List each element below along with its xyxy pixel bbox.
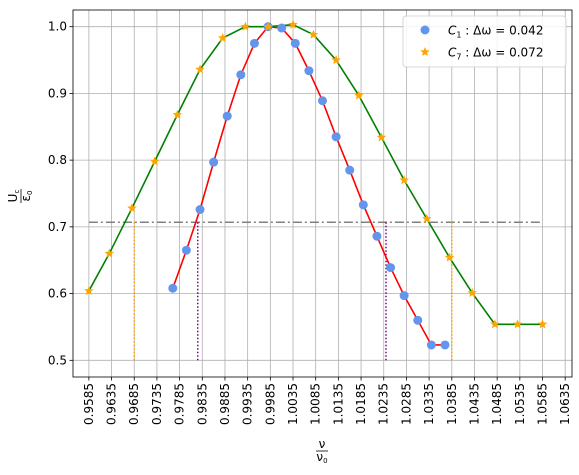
series-2-point [84,285,94,295]
x-tick-label: 1.0085 [309,383,323,425]
y-tick-label: 1.0 [48,20,67,34]
x-tick-label: 1.0235 [377,383,391,425]
series-2-point [537,319,548,329]
x-tick-label: 0.9585 [82,383,96,425]
y-axis-ticks: 0.5 0.6 0.7 0.8 0.9 1.0 [48,20,73,367]
series-1-point [277,23,287,33]
grid [73,10,572,377]
y-tick-label: 0.5 [48,353,67,367]
series-1-point [358,200,368,210]
x-tick-label: 0.9635 [105,383,119,425]
x-axis-label-denominator: ν0 [316,450,327,465]
x-axis-ticks: 0.9585 0.9635 0.9685 0.9735 0.9785 0.9835 0.98… [82,377,572,425]
y-axis-label-denominator: ε0 [19,191,34,202]
series-2-point [127,203,137,213]
x-tick-label: 1.0335 [422,383,436,425]
x-tick-label: 1.0385 [445,383,459,425]
series-1-point [345,165,355,175]
y-tick-label: 0.7 [48,220,67,234]
x-tick-label: 0.9785 [173,383,187,425]
series-2-point [331,55,341,65]
x-tick-label: 0.9735 [150,383,164,425]
series-1-point [440,340,450,350]
x-tick-label: 1.0585 [536,383,550,425]
x-tick-label: 1.0485 [490,383,504,425]
series-1-point [372,231,382,241]
legend-box [402,15,567,68]
series-2-point [104,248,115,258]
series-1-point [181,245,191,255]
x-axis-label-numerator: ν [319,437,326,451]
legend: C1 : Δω = 0.042 C7 : Δω = 0.072 [402,15,567,68]
series-1-point [195,205,205,215]
legend-label-1: C1 : Δω = 0.042 [448,24,543,40]
series-2-point [399,175,409,185]
x-axis-label: ν ν0 [316,437,328,465]
series-1-point [413,315,423,325]
series-1-point [318,96,327,106]
series-2-point [195,64,205,74]
series-2-point [308,29,319,39]
x-tick-label: 1.0135 [331,383,345,425]
x-tick-label: 1.0035 [286,383,300,425]
series-1-point [290,38,300,48]
series-1-point [209,157,219,167]
series-1-point [304,66,314,76]
series-1-point [426,340,436,350]
series-1-point [399,291,409,301]
series-markers [84,19,548,350]
series-2-point [444,252,455,262]
x-tick-label: 1.0185 [354,383,368,425]
series-1-point [249,38,259,48]
series-1-point [222,111,232,121]
series-2-point [240,21,251,31]
x-tick-label: 1.0435 [467,383,481,425]
series-2-point [172,109,183,119]
series-2-point [376,132,387,142]
series-1-point [331,132,341,142]
series-1-point [168,283,178,293]
series-2-point [263,21,273,31]
x-tick-label: 0.9835 [195,383,209,425]
legend-marker-1 [420,25,430,35]
x-tick-label: 1.0535 [513,383,527,425]
x-tick-label: 0.9935 [241,383,255,425]
y-tick-label: 0.9 [48,86,67,100]
y-tick-label: 0.8 [48,153,67,167]
series-2-point [354,90,364,100]
x-tick-label: 0.9885 [218,383,232,425]
x-tick-label: 0.9985 [263,383,277,425]
series-2-point [490,319,500,329]
plot-frame [72,9,573,378]
legend-marker-2 [420,47,430,57]
x-tick-label: 0.9685 [127,383,141,425]
series-2-point [512,319,523,329]
series-2-point [288,19,298,29]
series-1-point [386,263,396,273]
series-2-point [422,213,432,223]
series-2-point [149,156,160,166]
series-2-point [467,287,477,297]
x-tick-label: 1.0285 [399,383,413,425]
legend-label-2: C7 : Δω = 0.072 [448,46,543,62]
x-tick-label: 1.0635 [558,383,572,425]
series-1-point [236,70,246,80]
series-2-point [217,33,228,43]
y-tick-label: 0.6 [48,287,67,301]
